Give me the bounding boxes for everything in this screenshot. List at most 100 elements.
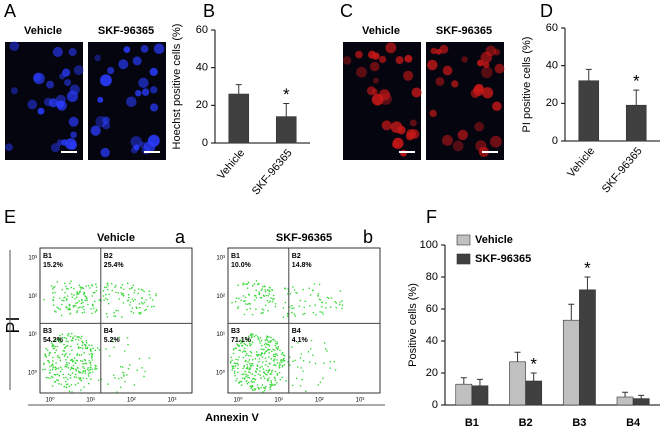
cell bbox=[385, 42, 397, 54]
y-tick-label: 60 bbox=[426, 303, 438, 315]
image-label: SKF-96365 bbox=[436, 25, 492, 37]
y-tick-label: 0 bbox=[432, 399, 438, 411]
event bbox=[106, 316, 109, 318]
event bbox=[309, 304, 311, 307]
event bbox=[115, 309, 118, 312]
event bbox=[52, 347, 55, 350]
event bbox=[61, 299, 63, 302]
cell bbox=[369, 61, 380, 72]
event bbox=[66, 298, 68, 300]
cell bbox=[5, 143, 13, 152]
event bbox=[130, 310, 133, 313]
event bbox=[276, 362, 279, 364]
event bbox=[236, 377, 238, 380]
event bbox=[84, 299, 86, 302]
event bbox=[266, 343, 268, 346]
event bbox=[245, 375, 247, 377]
event bbox=[246, 283, 248, 285]
event bbox=[259, 296, 261, 299]
event bbox=[71, 391, 73, 393]
event bbox=[239, 339, 241, 342]
event bbox=[281, 351, 284, 354]
event bbox=[303, 306, 306, 309]
event bbox=[312, 289, 314, 292]
event bbox=[74, 362, 77, 365]
event bbox=[272, 348, 274, 351]
event bbox=[270, 385, 272, 388]
event bbox=[234, 365, 237, 367]
event bbox=[272, 353, 275, 356]
event bbox=[323, 362, 325, 365]
event bbox=[302, 359, 305, 362]
panel-letter: E bbox=[4, 207, 16, 227]
event bbox=[268, 368, 271, 371]
event bbox=[90, 366, 92, 369]
event bbox=[262, 309, 265, 311]
event bbox=[87, 367, 89, 369]
event bbox=[133, 384, 136, 386]
event bbox=[268, 352, 271, 354]
event bbox=[84, 347, 87, 349]
event bbox=[233, 372, 236, 374]
event bbox=[260, 353, 263, 356]
event bbox=[319, 311, 321, 313]
cell bbox=[452, 140, 464, 152]
event bbox=[56, 373, 59, 376]
event bbox=[262, 375, 265, 377]
event bbox=[121, 316, 123, 318]
event bbox=[60, 383, 63, 386]
event bbox=[308, 361, 311, 364]
event bbox=[243, 300, 245, 303]
event bbox=[52, 298, 54, 301]
event bbox=[262, 285, 264, 288]
event bbox=[237, 297, 240, 300]
event bbox=[255, 308, 257, 310]
event bbox=[326, 350, 328, 352]
event bbox=[270, 350, 273, 353]
event bbox=[78, 300, 80, 302]
event bbox=[240, 344, 243, 347]
event bbox=[65, 352, 67, 355]
event bbox=[66, 356, 69, 358]
event bbox=[67, 366, 70, 369]
event bbox=[261, 311, 264, 314]
event bbox=[73, 287, 75, 290]
event bbox=[119, 365, 122, 368]
cell bbox=[442, 65, 453, 76]
event bbox=[321, 311, 323, 314]
event bbox=[80, 389, 82, 391]
event bbox=[244, 296, 247, 299]
event bbox=[268, 356, 270, 358]
event bbox=[243, 342, 246, 345]
event bbox=[76, 366, 79, 369]
cell bbox=[126, 96, 137, 108]
event bbox=[53, 381, 56, 383]
event bbox=[245, 353, 248, 355]
event bbox=[250, 385, 253, 388]
axis-label: PI bbox=[3, 316, 23, 333]
event bbox=[250, 380, 253, 382]
y-tick-label: 0 bbox=[202, 137, 208, 149]
event bbox=[313, 283, 316, 285]
event bbox=[296, 366, 299, 368]
event bbox=[236, 307, 239, 310]
event bbox=[258, 291, 260, 293]
event bbox=[341, 307, 343, 310]
event bbox=[153, 305, 155, 308]
event bbox=[273, 349, 276, 351]
cell bbox=[46, 80, 55, 89]
event bbox=[253, 294, 256, 297]
event bbox=[68, 307, 71, 310]
x-tick-label: 10² bbox=[127, 398, 136, 404]
event bbox=[258, 292, 261, 295]
event bbox=[128, 287, 131, 290]
event bbox=[93, 291, 96, 294]
event bbox=[138, 303, 141, 305]
event bbox=[113, 311, 115, 314]
event bbox=[116, 391, 118, 393]
event bbox=[75, 359, 78, 362]
event bbox=[245, 359, 247, 362]
event bbox=[57, 354, 59, 357]
event bbox=[299, 299, 302, 302]
event bbox=[276, 359, 278, 361]
